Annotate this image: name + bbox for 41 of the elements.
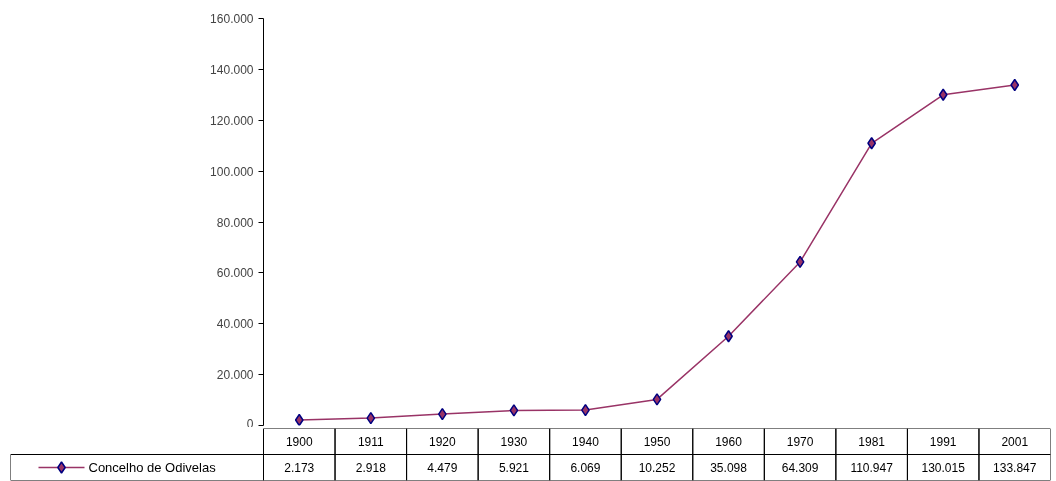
x-tick-label: 1920: [429, 435, 457, 449]
y-tick-label: 40.000: [216, 317, 254, 332]
legend-label: Concelho de Odivelas: [88, 460, 217, 475]
y-tick-label: 80.000: [216, 215, 254, 230]
data-label: 4.479: [427, 461, 458, 475]
point: [509, 404, 519, 417]
point: [437, 407, 447, 421]
data-label: 110.947: [850, 461, 894, 475]
data-label: 5.921: [498, 461, 530, 475]
x-tick-label: 1911: [357, 435, 385, 449]
point: [795, 255, 805, 269]
point: [652, 393, 662, 406]
x-tick-label: 2001: [1001, 435, 1029, 449]
point: [294, 413, 304, 426]
x-tick-label: 1991: [929, 435, 957, 449]
point: [1010, 78, 1020, 92]
data-label: 130.015: [921, 461, 966, 475]
data-label: 35.098: [710, 461, 748, 475]
data-label: 133.847: [993, 461, 1037, 475]
y-tick-label: 140.000: [210, 62, 254, 77]
y-tick-label: 60.000: [216, 266, 254, 281]
x-tick-label: 1950: [643, 435, 671, 449]
x-tick-label: 1981: [858, 435, 886, 449]
x-tick-label: 1970: [786, 435, 814, 449]
data-label: 6.069: [570, 461, 601, 475]
x-tick-label: 1940: [572, 435, 600, 449]
x-tick-label: 1900: [285, 435, 313, 449]
y-tick-label: 100.000: [210, 164, 254, 179]
data-label: 10.252: [638, 461, 676, 475]
data-label: 64.309: [781, 461, 819, 475]
point: [938, 88, 948, 102]
data-label: 2.918: [355, 461, 387, 475]
x-tick-label: 1930: [500, 435, 528, 449]
data-label: 2.173: [284, 461, 315, 475]
point: [366, 411, 376, 425]
x-tick-label: 1960: [715, 435, 743, 449]
y-tick-label: 120.000: [210, 113, 254, 128]
y-tick-label: 20.000: [216, 368, 254, 383]
point: [867, 137, 877, 150]
y-tick-label: 160.000: [210, 12, 254, 26]
y-tick-label: 0: [246, 416, 254, 431]
